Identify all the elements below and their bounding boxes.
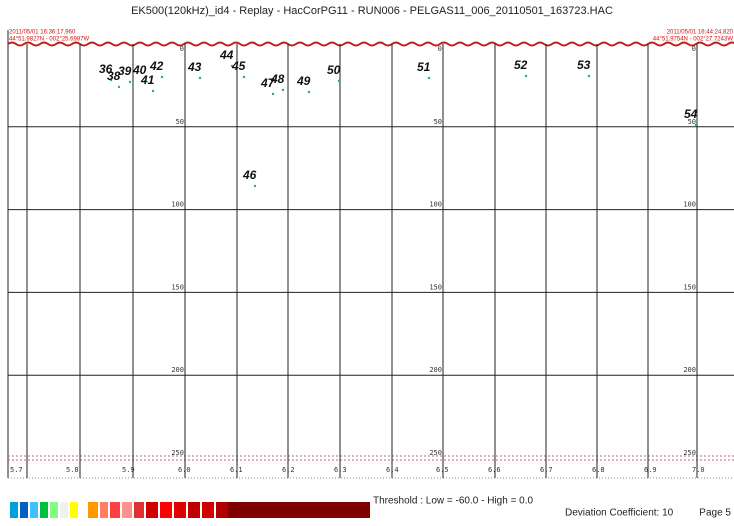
depth-label: 200 (429, 366, 442, 374)
depth-label: 250 (171, 449, 184, 457)
school-label: 39 (118, 64, 132, 78)
school-label: 41 (140, 73, 155, 87)
school-label: 45 (231, 59, 246, 73)
school-label: 48 (270, 72, 285, 86)
school-label: 36 (99, 62, 113, 76)
distance-label: 6.4 (386, 466, 399, 474)
distance-label: 6.5 (436, 466, 449, 474)
school-label: 51 (417, 60, 431, 74)
end-position: 44°51.9754N - 002°27.7243W (653, 37, 734, 43)
echo-trace (307, 90, 311, 94)
echo-trace (109, 78, 113, 82)
color-scale (10, 502, 370, 518)
echo-trace (271, 92, 275, 96)
sea-surface (7, 41, 734, 47)
echo-trace (143, 79, 147, 83)
distance-label: 5.9 (122, 466, 135, 474)
distance-label: 6.6 (488, 466, 501, 474)
depth-label: 200 (683, 366, 696, 374)
echo-trace (128, 80, 132, 84)
depth-label: 100 (429, 201, 442, 209)
threshold: Threshold : Low = -60.0 - High = 0.0 (373, 496, 534, 507)
depth-label: 200 (171, 366, 184, 374)
depth-label: 100 (171, 201, 184, 209)
school-label: 47 (260, 76, 276, 90)
distance-label: 6.8 (592, 466, 605, 474)
echo-trace (587, 74, 591, 78)
echo-trace (281, 88, 285, 92)
school-label: 49 (296, 74, 311, 88)
school-label: 46 (242, 168, 257, 182)
page-number: Page 5 (699, 508, 731, 519)
distance-label: 5.7 (10, 466, 23, 474)
depth-label: 250 (429, 449, 442, 457)
echo-trace (337, 79, 341, 83)
echo-trace (151, 89, 155, 93)
depth-label: 150 (429, 283, 442, 291)
title: EK500(120kHz)_id4 - Replay - HacCorPG11 … (131, 5, 613, 17)
depth-label: 150 (683, 283, 696, 291)
school-label: 52 (514, 58, 528, 72)
distance-label: 6.7 (540, 466, 553, 474)
school-label: 54 (684, 107, 698, 121)
echo-trace (117, 85, 121, 89)
distance-label: 6.2 (282, 466, 295, 474)
start-time: 2011/05/01 16:36:17.960 (9, 30, 76, 36)
depth-label: 0 (438, 45, 442, 53)
distance-label: 6.1 (230, 466, 243, 474)
school-label: 44 (219, 48, 234, 62)
depth-label: 0 (180, 45, 184, 53)
distance-label: 5.8 (66, 466, 79, 474)
school-label: 42 (149, 59, 164, 73)
start-position: 44°51.9827N - 002°25.6987W (9, 37, 90, 43)
echo-trace (230, 64, 234, 68)
school-label: 50 (327, 63, 341, 77)
depth-label: 250 (683, 449, 696, 457)
echo-trace (427, 76, 431, 80)
school-label: 38 (107, 69, 121, 83)
distance-label: 6.3 (334, 466, 347, 474)
distance-label: 6.9 (644, 466, 657, 474)
depth-label: 50 (176, 118, 184, 126)
echo-trace (524, 74, 528, 78)
echo-trace (242, 75, 246, 79)
echo-trace (198, 76, 202, 80)
depth-label: 0 (692, 45, 696, 53)
deviation-coefficient: Deviation Coefficient: 10 (565, 508, 674, 519)
distance-label: 7.0 (692, 466, 705, 474)
distance-label: 6.0 (178, 466, 191, 474)
school-label: 53 (577, 58, 591, 72)
end-time: 2011/05/01 16:44:24.820 (667, 30, 734, 36)
depth-label: 150 (171, 283, 184, 291)
echo-trace (694, 123, 698, 127)
depth-label: 100 (683, 201, 696, 209)
depth-label: 50 (688, 118, 696, 126)
depth-label: 50 (434, 118, 442, 126)
school-label: 40 (132, 63, 147, 77)
school-label: 43 (187, 60, 202, 74)
echo-trace (160, 75, 164, 79)
echo-trace (253, 184, 257, 188)
